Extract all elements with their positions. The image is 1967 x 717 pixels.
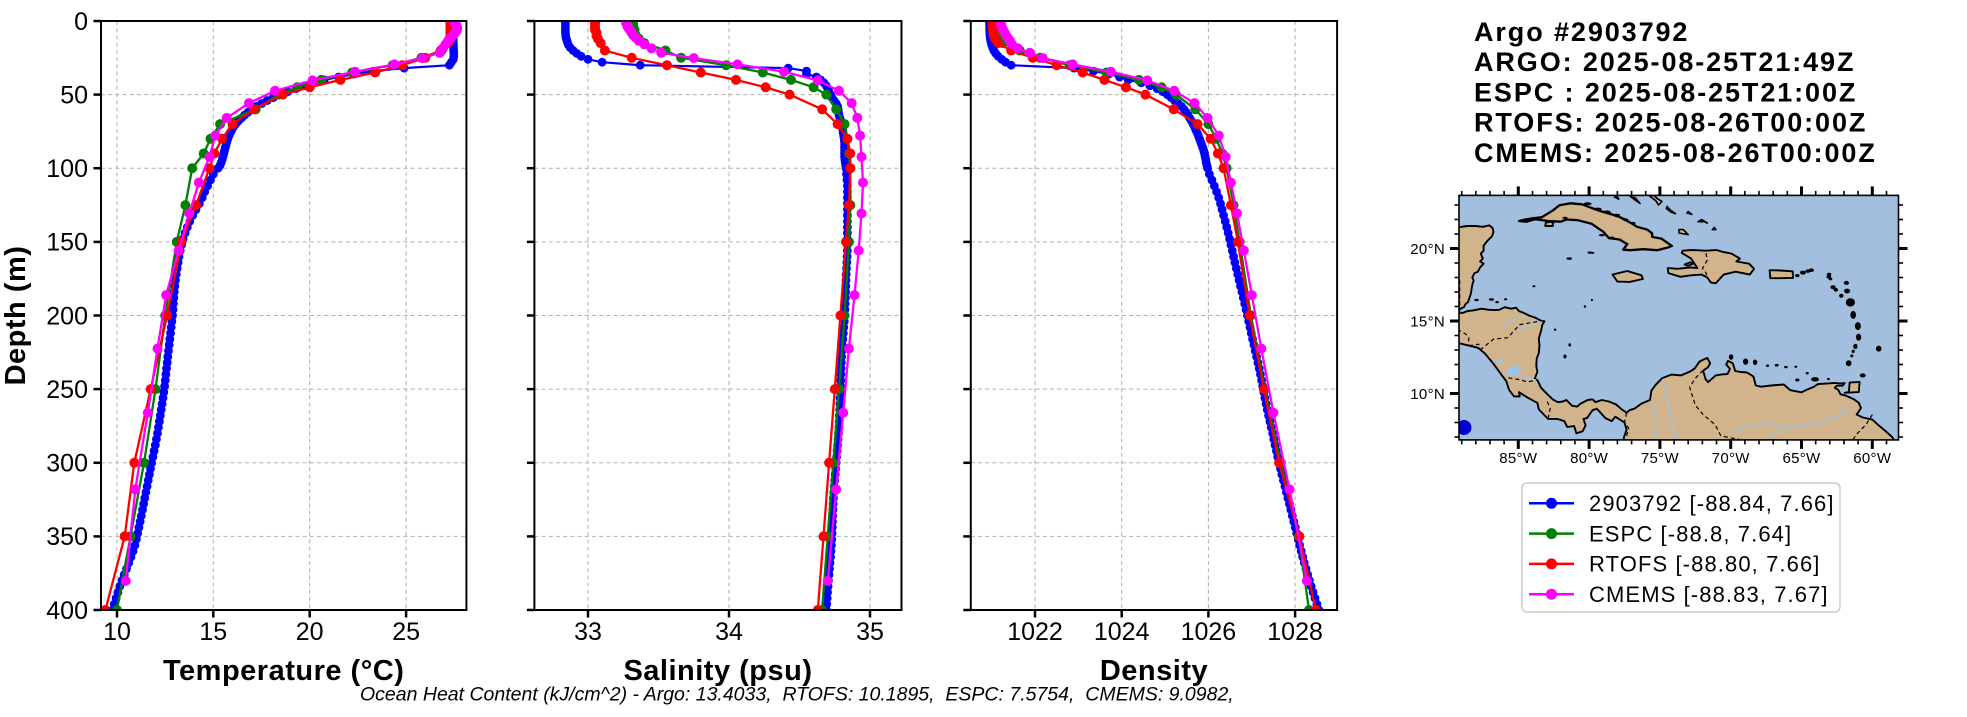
svg-text:150: 150 (46, 229, 88, 257)
svg-text:1026: 1026 (1181, 618, 1237, 646)
svg-text:35: 35 (856, 618, 884, 646)
svg-text:Ocean Heat Content (kJ/cm^2) -: Ocean Heat Content (kJ/cm^2) - Argo: 13.… (360, 684, 1234, 706)
svg-text:2903792 [-88.84, 7.66]: 2903792 [-88.84, 7.66] (1589, 491, 1835, 516)
svg-text:50: 50 (60, 81, 88, 109)
svg-text:Salinity (psu): Salinity (psu) (623, 655, 812, 687)
svg-text:100: 100 (46, 155, 88, 183)
svg-text:RTOFS [-88.80, 7.66]: RTOFS [-88.80, 7.66] (1589, 552, 1821, 577)
svg-text:10°N: 10°N (1410, 386, 1445, 403)
svg-text:33: 33 (574, 618, 602, 646)
svg-text:70°W: 70°W (1712, 450, 1751, 467)
svg-text:Density: Density (1100, 655, 1208, 687)
svg-text:1028: 1028 (1267, 618, 1323, 646)
svg-text:350: 350 (46, 523, 88, 551)
svg-text:1024: 1024 (1094, 618, 1150, 646)
svg-text:60°W: 60°W (1853, 450, 1892, 467)
svg-text:20°N: 20°N (1410, 241, 1445, 258)
svg-text:ESPC [-88.8, 7.64]: ESPC [-88.8, 7.64] (1589, 521, 1792, 546)
svg-text:RTOFS: 2025-08-26T00:00Z: RTOFS: 2025-08-26T00:00Z (1474, 108, 1867, 138)
svg-text:ARGO: 2025-08-25T21:49Z: ARGO: 2025-08-25T21:49Z (1474, 47, 1855, 77)
svg-text:ESPC : 2025-08-25T21:00Z: ESPC : 2025-08-25T21:00Z (1474, 77, 1857, 107)
svg-text:CMEMS [-88.83, 7.67]: CMEMS [-88.83, 7.67] (1589, 582, 1829, 607)
svg-text:34: 34 (715, 618, 743, 646)
svg-text:25: 25 (392, 618, 420, 646)
svg-text:15: 15 (199, 618, 227, 646)
svg-text:200: 200 (46, 302, 88, 330)
svg-text:400: 400 (46, 597, 88, 625)
svg-text:65°W: 65°W (1782, 450, 1821, 467)
svg-text:300: 300 (46, 450, 88, 478)
svg-text:75°W: 75°W (1641, 450, 1680, 467)
svg-text:CMEMS: 2025-08-26T00:00Z: CMEMS: 2025-08-26T00:00Z (1474, 138, 1877, 168)
svg-text:Depth (m): Depth (m) (0, 246, 32, 386)
svg-text:250: 250 (46, 376, 88, 404)
svg-text:1022: 1022 (1007, 618, 1063, 646)
svg-text:15°N: 15°N (1410, 314, 1445, 331)
svg-text:0: 0 (74, 8, 88, 36)
svg-text:20: 20 (296, 618, 324, 646)
svg-text:Temperature (°C): Temperature (°C) (163, 655, 404, 687)
svg-text:10: 10 (103, 618, 131, 646)
svg-text:Argo #2903792: Argo #2903792 (1474, 17, 1689, 47)
svg-text:85°W: 85°W (1499, 450, 1538, 467)
svg-text:80°W: 80°W (1570, 450, 1609, 467)
